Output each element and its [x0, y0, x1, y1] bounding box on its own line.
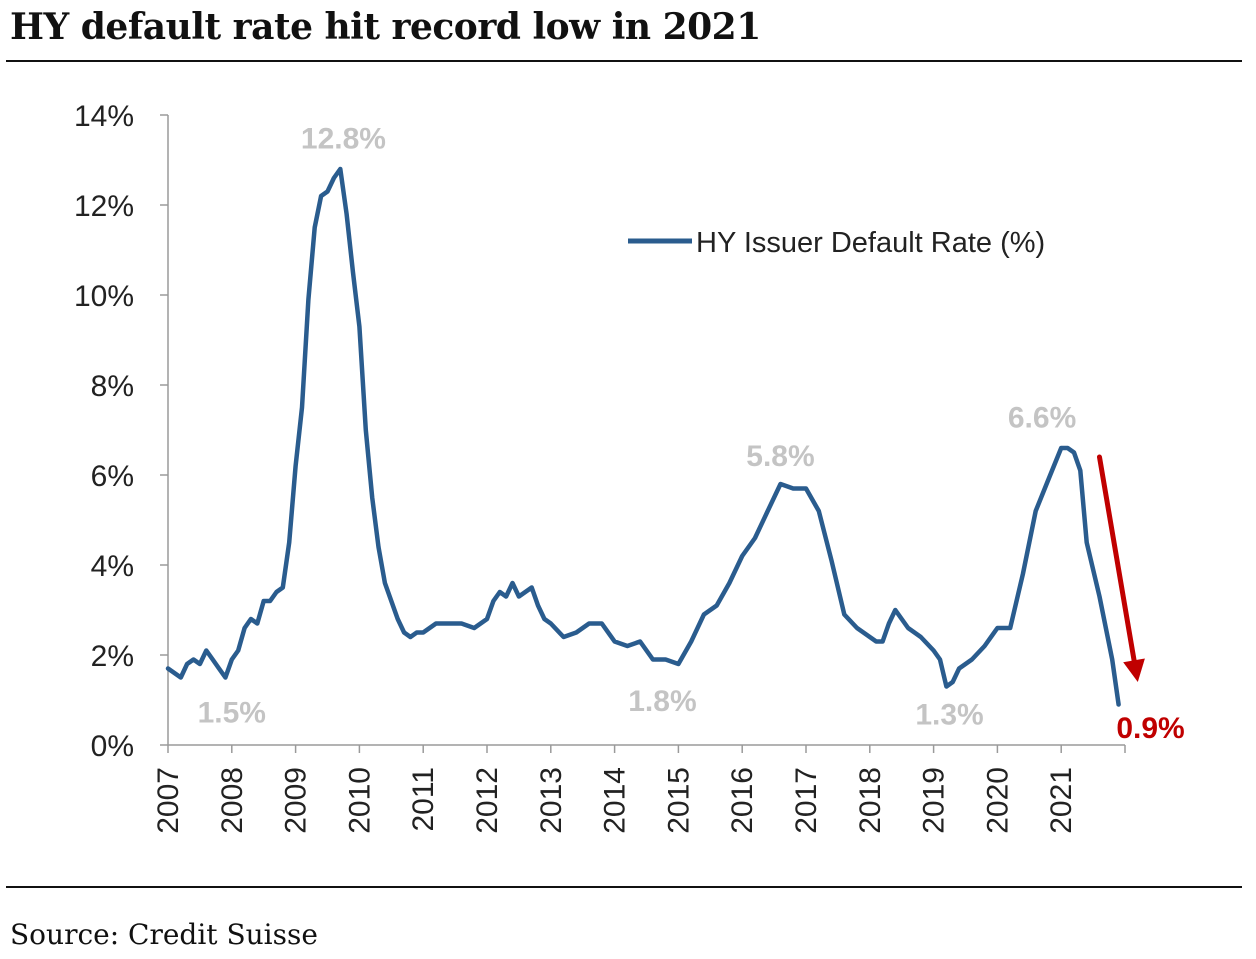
x-tick-label: 2017: [790, 767, 823, 834]
annotation-label: 1.3%: [915, 699, 983, 732]
x-tick-label: 2015: [662, 767, 695, 834]
y-tick-label: 14%: [74, 100, 134, 133]
source-note: Source: Credit Suisse: [10, 918, 318, 951]
x-tick-label: 2009: [280, 767, 313, 834]
annotation-label: 0.9%: [1116, 712, 1184, 745]
y-tick-label: 0%: [91, 730, 134, 763]
legend-label: HY Issuer Default Rate (%): [696, 227, 1045, 259]
x-tick-label: 2011: [407, 767, 440, 832]
decline-arrow-head: [1123, 658, 1145, 682]
annotation-label: 6.6%: [1008, 402, 1076, 435]
annotation-label: 1.8%: [628, 685, 696, 718]
decline-arrow-shaft: [1096, 454, 1137, 663]
x-tick-label: 2021: [1045, 767, 1078, 834]
page-title: HY default rate hit record low in 2021: [10, 6, 761, 48]
chart-series: [165, 166, 1121, 707]
y-tick-label: 10%: [74, 280, 134, 313]
annotation-label: 5.8%: [746, 440, 814, 473]
annotation-label: 1.5%: [198, 696, 266, 729]
x-tick-label: 2019: [918, 767, 951, 834]
x-tick-label: 2012: [471, 767, 504, 834]
x-tick-label: 2020: [981, 767, 1014, 834]
x-tick-label: 2013: [535, 767, 568, 834]
y-tick-label: 6%: [91, 460, 134, 493]
bottom-divider: [6, 886, 1242, 888]
x-tick-label: 2010: [343, 767, 376, 834]
chart-axes: [167, 115, 1125, 746]
chart-legend: HY Issuer Default Rate (%): [628, 227, 1045, 259]
annotation-label: 12.8%: [301, 123, 386, 156]
x-tick-label: 2016: [726, 767, 759, 834]
x-tick-label: 2008: [216, 767, 249, 834]
x-axis-ticks: 2007 2008 2009 2010 2011 2012 2013 2014 2015 2016…: [152, 745, 1126, 834]
y-axis-ticks: 0% 2% 4% 6% 8% 10% 12% 14%: [74, 100, 168, 763]
top-divider: [6, 60, 1242, 62]
y-tick-label: 2%: [91, 640, 134, 673]
y-tick-label: 8%: [91, 370, 134, 403]
chart-annotations: 12.8% 1.5% 1.8% 5.8% 1.3% 6.6% 0.9%: [198, 123, 1185, 746]
x-tick-label: 2007: [152, 767, 185, 834]
x-tick-label: 2018: [854, 767, 887, 834]
y-tick-label: 4%: [91, 550, 134, 583]
y-tick-label: 12%: [74, 190, 134, 223]
series-line: [165, 166, 1121, 707]
x-tick-label: 2014: [599, 767, 632, 834]
